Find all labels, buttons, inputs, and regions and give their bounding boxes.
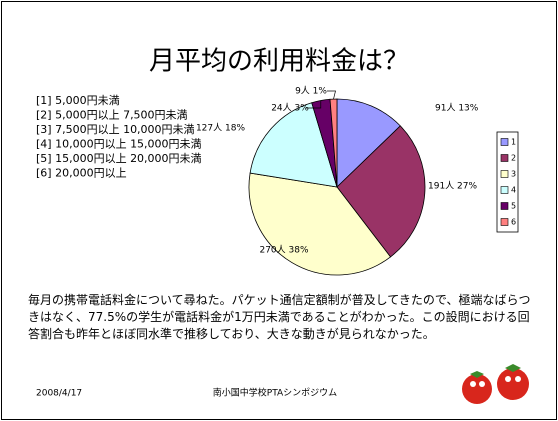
legend-label: 4 (511, 186, 516, 195)
data-label: 191人 27% (428, 181, 477, 192)
footer-event: 南小国中学校PTAシンポジウム (213, 387, 337, 399)
category-description: [1] 5,000円未満 (36, 94, 120, 107)
legend-swatch (500, 202, 509, 210)
data-label: 91人 13% (435, 103, 479, 114)
legend-label: 2 (511, 154, 516, 163)
legend-swatch (500, 186, 509, 194)
data-label: 270人 38% (259, 245, 308, 256)
tomato-icons (462, 364, 529, 404)
category-description: [3] 7,500円以上 10,000円未満 (36, 123, 195, 136)
body-text: 毎月の携帯電話料金について尋ねた。パケット通信定額制が普及してきたので、極端なば… (28, 293, 531, 341)
legend-swatch (500, 218, 509, 226)
pie-slice (336, 98, 401, 188)
category-description: [5] 15,000円以上 20,000円未満 (36, 152, 202, 165)
legend-label: 3 (511, 170, 516, 179)
footer-date: 2008/4/17 (36, 389, 82, 399)
pie-slice (249, 102, 338, 188)
legend-label: 1 (511, 138, 516, 147)
chart-title: 月平均の利用料金は？ (149, 47, 409, 77)
data-label: 127人 18% (196, 123, 245, 134)
data-label: 9人 1% (295, 86, 327, 97)
legend-label: 5 (511, 202, 516, 211)
pie-slice (329, 98, 338, 188)
legend-swatch (500, 154, 509, 162)
legend-swatch (500, 138, 509, 146)
leader-line (327, 90, 336, 100)
legend-swatch (500, 170, 509, 178)
pie-slice (248, 172, 392, 276)
category-description: [4] 10,000円以上 15,000円未満 (36, 138, 202, 151)
leader-line (306, 100, 322, 109)
category-description: [6] 20,000円以上 (36, 167, 127, 180)
category-description: [2] 5,000円以上 7,500円未満 (36, 109, 188, 122)
pie-slice (336, 125, 426, 258)
legend-label: 6 (511, 218, 516, 227)
data-label: 24人 3% (271, 103, 309, 114)
